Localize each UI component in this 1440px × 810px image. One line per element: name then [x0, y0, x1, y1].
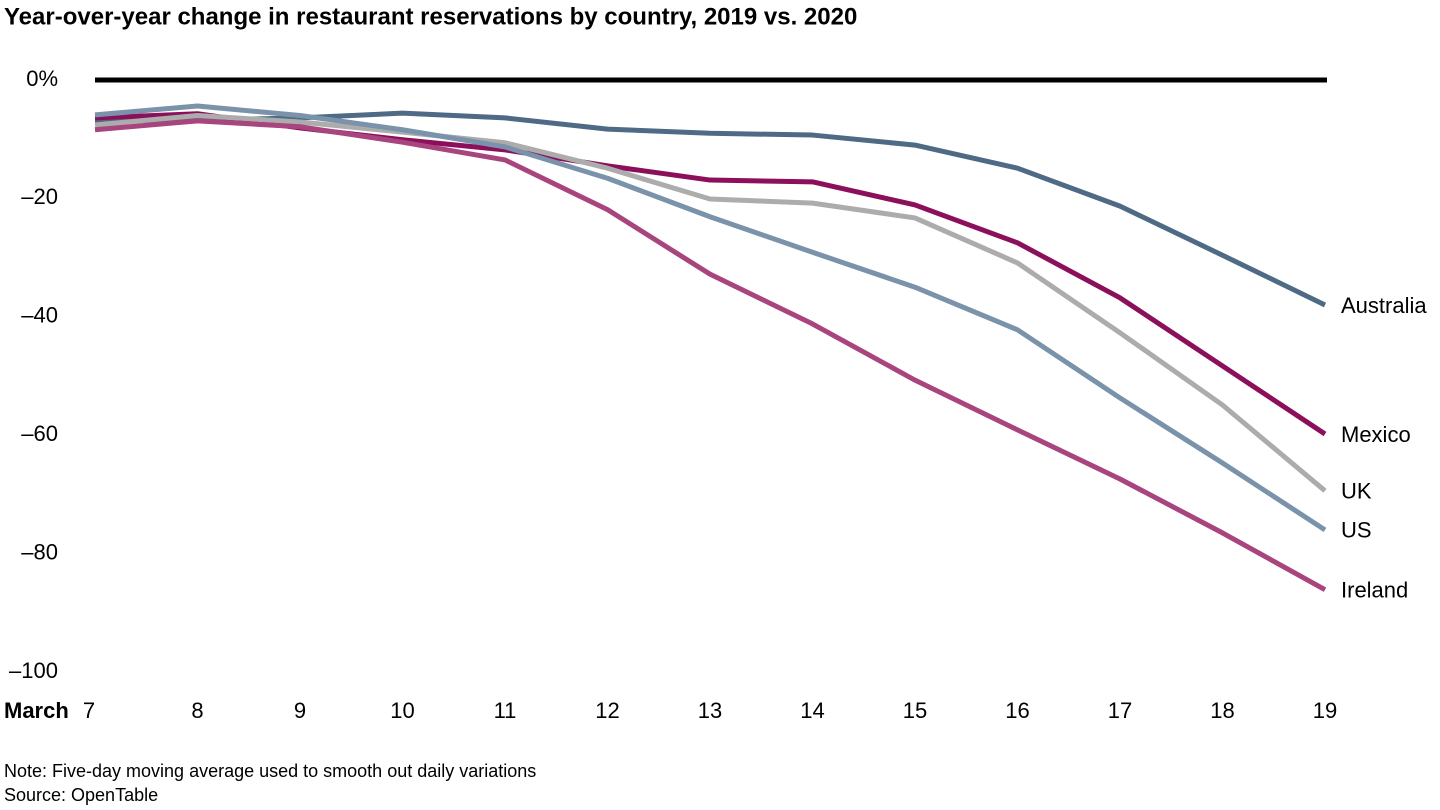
- x-tick-label: 9: [294, 698, 306, 723]
- x-tick-label: 17: [1108, 698, 1132, 723]
- y-tick-label: –60: [21, 421, 58, 446]
- chart-title: Year-over-year change in restaurant rese…: [4, 3, 857, 30]
- series-label: Ireland: [1341, 578, 1408, 603]
- y-tick-label: 0%: [26, 66, 58, 91]
- y-tick-label: –20: [21, 184, 58, 209]
- x-tick-label: 14: [800, 698, 824, 723]
- series-line: [94, 113, 1327, 493]
- x-tick-label: 7: [83, 698, 95, 723]
- x-tick-label: 8: [191, 698, 203, 723]
- x-tick-label: 12: [595, 698, 619, 723]
- x-tick-label: 19: [1313, 698, 1337, 723]
- x-tick-label: 13: [698, 698, 722, 723]
- y-tick-label: –100: [9, 658, 58, 683]
- series-line: [94, 118, 1327, 592]
- series-label: Mexico: [1341, 422, 1411, 447]
- x-tick-label: 16: [1005, 698, 1029, 723]
- source: Source: OpenTable: [4, 785, 158, 805]
- note: Note: Five-day moving average used to sm…: [4, 761, 536, 781]
- x-tick-label: 10: [390, 698, 414, 723]
- series-line: [94, 103, 1327, 533]
- x-tick-label: 11: [494, 698, 517, 723]
- series-label: Australia: [1341, 293, 1427, 318]
- x-tick-label: 15: [903, 698, 927, 723]
- y-tick-label: –80: [21, 539, 58, 564]
- y-tick-label: –40: [21, 303, 58, 328]
- x-axis-label: March: [4, 698, 69, 723]
- series-label: UK: [1341, 479, 1372, 504]
- x-tick-label: 18: [1210, 698, 1234, 723]
- series-label: US: [1341, 518, 1372, 543]
